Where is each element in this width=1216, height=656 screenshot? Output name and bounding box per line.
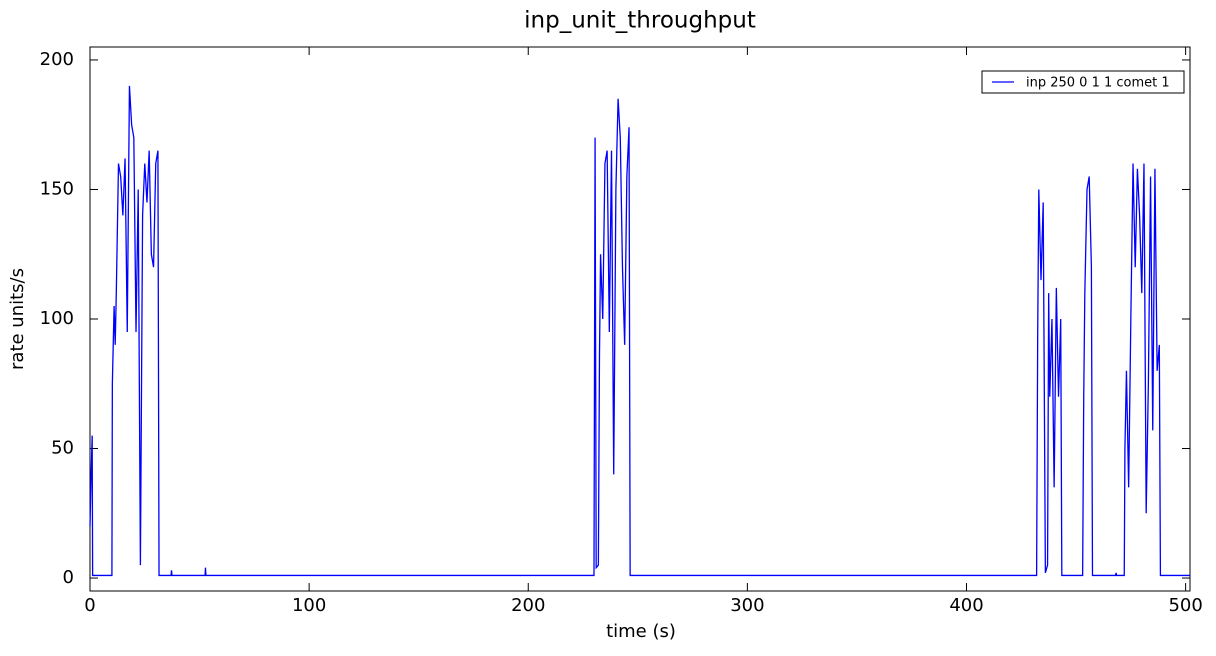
y-tick-label: 0 <box>63 567 74 588</box>
plot-frame <box>89 46 1191 592</box>
x-tick-label: 0 <box>84 595 95 616</box>
x-tick-label: 300 <box>730 595 764 616</box>
y-tick-label: 50 <box>51 438 74 459</box>
x-tick-label: 400 <box>949 595 983 616</box>
legend-label: inp 250 0 1 1 comet 1 <box>1026 76 1170 91</box>
y-tick-label: 200 <box>40 49 74 70</box>
legend-box <box>981 70 1185 94</box>
x-tick-label: 100 <box>292 595 326 616</box>
y-axis-label: rate units/s <box>7 268 28 370</box>
chart-title: inp_unit_throughput <box>524 8 756 34</box>
x-tick-label: 500 <box>1168 595 1202 616</box>
x-tick-label: 200 <box>511 595 545 616</box>
x-axis-label: time (s) <box>606 621 676 642</box>
y-tick-label: 100 <box>40 308 74 329</box>
data-line <box>89 85 1190 577</box>
y-tick-label: 150 <box>40 178 74 199</box>
